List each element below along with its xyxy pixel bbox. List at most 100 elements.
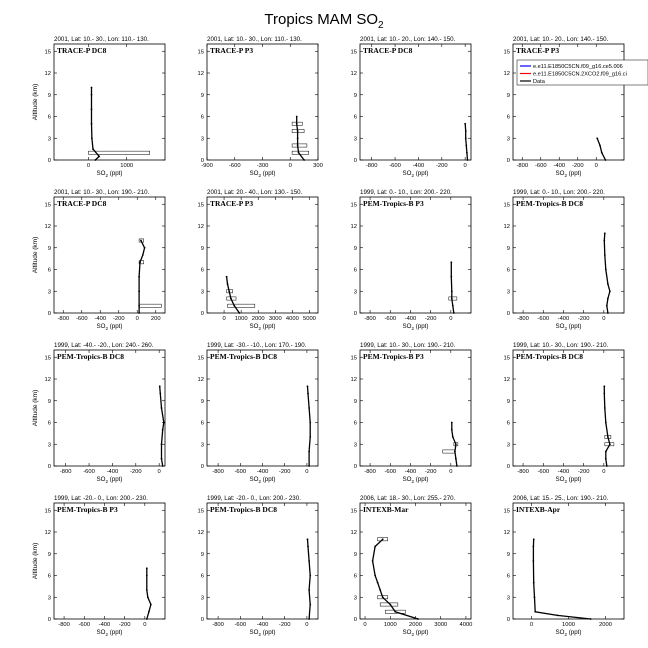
data-point xyxy=(296,130,299,132)
x-axis-label: SO2 (ppt) xyxy=(403,629,429,637)
data-point xyxy=(233,304,236,307)
campaign-label: TRACE-P DC8 xyxy=(57,199,107,208)
x-axis-label-unit: (ppt) xyxy=(108,170,122,177)
data-point xyxy=(381,596,384,599)
x-tick-label: 0 xyxy=(87,163,90,169)
x-axis-label: SO2 (ppt) xyxy=(403,323,429,331)
x-axis-label-main: SO xyxy=(97,170,106,177)
x-tick-label: -600 xyxy=(76,316,88,322)
panel-header: 1999, Lat: -20.- 0., Lon: 200.- 230. xyxy=(54,495,148,502)
y-tick-label: 0 xyxy=(354,617,357,623)
x-axis-label-sub: 2 xyxy=(105,173,108,178)
x-axis-label-sub: 2 xyxy=(411,632,414,637)
x-tick-label: -800 xyxy=(517,316,529,322)
x-tick-label: -900 xyxy=(201,163,213,169)
x-axis-label-main: SO xyxy=(250,476,259,483)
x-tick-label: 0 xyxy=(143,622,146,628)
plot-frame xyxy=(359,43,472,161)
x-axis-label-main: SO xyxy=(556,476,565,483)
y-tick-label: 0 xyxy=(48,464,51,470)
data-point xyxy=(147,610,150,613)
x-tick-label: -200 xyxy=(425,316,437,322)
panel-header: 1999, Lat: 10.- 30., Lon: 190.- 210. xyxy=(513,342,609,349)
plot-frame xyxy=(359,349,472,467)
campaign-label: INTEXB-Apr xyxy=(516,505,561,514)
y-tick-label: 6 xyxy=(354,115,357,121)
data-point xyxy=(532,538,535,541)
y-tick-label: 3 xyxy=(48,136,51,142)
y-tick-label: 15 xyxy=(504,355,510,361)
plot-frame xyxy=(359,502,472,620)
data-point xyxy=(94,159,97,161)
x-tick-label: 3000 xyxy=(269,316,282,322)
y-axis-label: Altitude (km) xyxy=(32,543,39,579)
y-tick-label: 0 xyxy=(201,158,204,164)
data-point xyxy=(556,614,559,617)
plot-frame xyxy=(53,43,166,161)
y-tick-label: 3 xyxy=(354,595,357,601)
data-point xyxy=(451,436,454,438)
y-tick-label: 9 xyxy=(354,552,357,558)
x-axis-label-sub: 2 xyxy=(411,173,414,178)
panel: 1999, Lat: 10.- 30., Lon: 190.- 210. PEM-… xyxy=(504,342,625,484)
x-tick-label: -400 xyxy=(405,469,417,475)
data-point xyxy=(307,392,309,395)
data-point xyxy=(162,421,165,424)
y-tick-label: 9 xyxy=(48,399,51,405)
data-point xyxy=(308,450,311,453)
data-point xyxy=(605,465,608,467)
x-axis-label-main: SO xyxy=(556,629,565,636)
x-axis-label-unit: (ppt) xyxy=(108,629,122,636)
panel: 1999, Lat: -20.- 0., Lon: 200.- 230. PEM-… xyxy=(32,495,166,637)
figure-title: Tropics MAM SO2 xyxy=(264,11,384,31)
data-point xyxy=(306,385,309,388)
x-tick-label: -600 xyxy=(535,163,547,169)
plot-frame xyxy=(512,43,625,161)
y-tick-label: 15 xyxy=(351,202,357,208)
data-point xyxy=(226,283,229,285)
x-tick-label: -400 xyxy=(99,622,111,628)
y-tick-label: 12 xyxy=(198,530,204,536)
campaign-label: TRACE-P P3 xyxy=(210,199,253,208)
y-tick-label: 6 xyxy=(507,421,510,427)
x-tick-label: 0 xyxy=(305,469,308,475)
x-tick-label: -200 xyxy=(572,163,584,169)
y-tick-label: 9 xyxy=(354,399,357,405)
x-axis-label-sub: 2 xyxy=(258,326,261,331)
x-tick-label: 1000 xyxy=(384,622,397,628)
x-tick-label: 0 xyxy=(449,316,452,322)
x-axis-label-sub: 2 xyxy=(105,326,108,331)
y-tick-label: 15 xyxy=(45,202,51,208)
plot-frame xyxy=(512,502,625,620)
data-point xyxy=(604,450,607,453)
data-point xyxy=(160,407,163,409)
x-tick-label: -600 xyxy=(83,469,95,475)
campaign-label: PEM-Tropics-B P3 xyxy=(57,505,118,514)
data-point xyxy=(532,560,535,562)
data-point xyxy=(534,610,537,613)
y-tick-label: 6 xyxy=(354,268,357,274)
data-point xyxy=(451,304,454,307)
x-axis-label: SO2 (ppt) xyxy=(403,476,429,484)
panel: 2001, Lat: 10.- 20., Lon: 140.- 150. TRAC… xyxy=(504,36,648,178)
data-point xyxy=(466,159,469,161)
y-tick-label: 15 xyxy=(45,355,51,361)
y-tick-label: 12 xyxy=(45,224,51,230)
data-point xyxy=(376,581,379,584)
y-tick-label: 15 xyxy=(198,202,204,208)
data-point xyxy=(160,457,163,460)
spread-box xyxy=(442,449,456,454)
x-tick-label: 0 xyxy=(464,163,467,169)
x-tick-label: -800 xyxy=(517,469,529,475)
data-point xyxy=(296,144,299,147)
data-series-line xyxy=(450,262,455,314)
plot-frame xyxy=(206,502,319,620)
y-tick-label: 0 xyxy=(507,464,510,470)
x-axis-label-main: SO xyxy=(250,629,259,636)
y-tick-label: 3 xyxy=(201,595,204,601)
y-tick-label: 9 xyxy=(201,552,204,558)
x-axis-label: SO2 (ppt) xyxy=(403,170,429,178)
legend-label: Data xyxy=(533,79,546,85)
plot-frame xyxy=(512,349,625,467)
data-point xyxy=(599,144,601,147)
